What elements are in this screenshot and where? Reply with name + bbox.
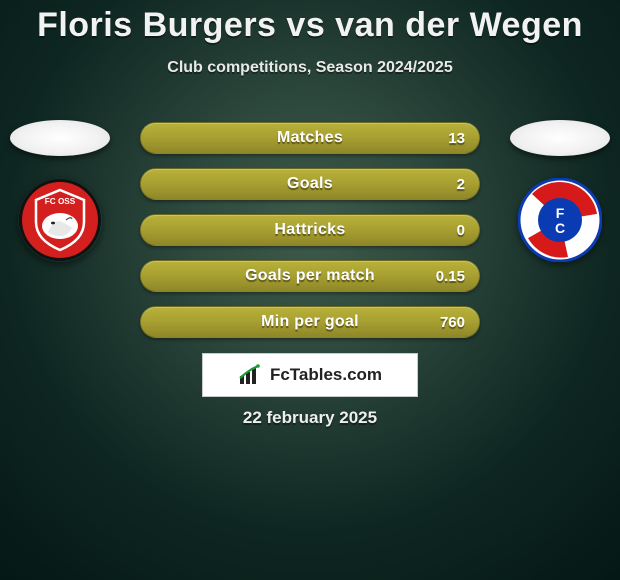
stat-right-value: 0.15 bbox=[429, 268, 465, 285]
player-left-photo bbox=[10, 120, 110, 156]
stat-right-value: 0 bbox=[429, 222, 465, 239]
stat-row-hattricks: Hattricks 0 bbox=[140, 214, 480, 246]
crest-right-text-2: C bbox=[555, 220, 565, 236]
stat-row-mpg: Min per goal 760 bbox=[140, 306, 480, 338]
stat-label: Min per goal bbox=[191, 313, 429, 331]
fc-utrecht-crest-icon: F C bbox=[518, 178, 602, 262]
footer-date: 22 february 2025 bbox=[0, 408, 620, 428]
stat-label: Goals per match bbox=[191, 267, 429, 285]
stat-right-value: 760 bbox=[429, 314, 465, 331]
club-badge-right: F C bbox=[518, 178, 602, 262]
player-right-photo bbox=[510, 120, 610, 156]
stat-row-gpm: Goals per match 0.15 bbox=[140, 260, 480, 292]
fc-oss-crest-icon: FC OSS bbox=[18, 178, 102, 262]
stats-list: Matches 13 Goals 2 Hattricks 0 Goals per… bbox=[140, 122, 480, 338]
bar-chart-icon bbox=[238, 364, 264, 386]
crest-right-text-1: F bbox=[556, 205, 565, 221]
page-subtitle: Club competitions, Season 2024/2025 bbox=[0, 59, 620, 77]
club-badge-left: FC OSS bbox=[18, 178, 102, 262]
player-right: F C bbox=[510, 120, 610, 262]
stat-label: Goals bbox=[191, 175, 429, 193]
page-title: Floris Burgers vs van der Wegen bbox=[0, 0, 620, 45]
stat-right-value: 2 bbox=[429, 176, 465, 193]
stat-row-goals: Goals 2 bbox=[140, 168, 480, 200]
branding-link[interactable]: FcTables.com bbox=[202, 353, 418, 397]
stat-right-value: 13 bbox=[429, 130, 465, 147]
stat-row-matches: Matches 13 bbox=[140, 122, 480, 154]
branding-text: FcTables.com bbox=[270, 365, 382, 385]
crest-left-text: FC OSS bbox=[45, 197, 76, 206]
stat-label: Hattricks bbox=[191, 221, 429, 239]
player-left: FC OSS bbox=[10, 120, 110, 262]
stat-label: Matches bbox=[191, 129, 429, 147]
card-content: Floris Burgers vs van der Wegen Club com… bbox=[0, 0, 620, 77]
